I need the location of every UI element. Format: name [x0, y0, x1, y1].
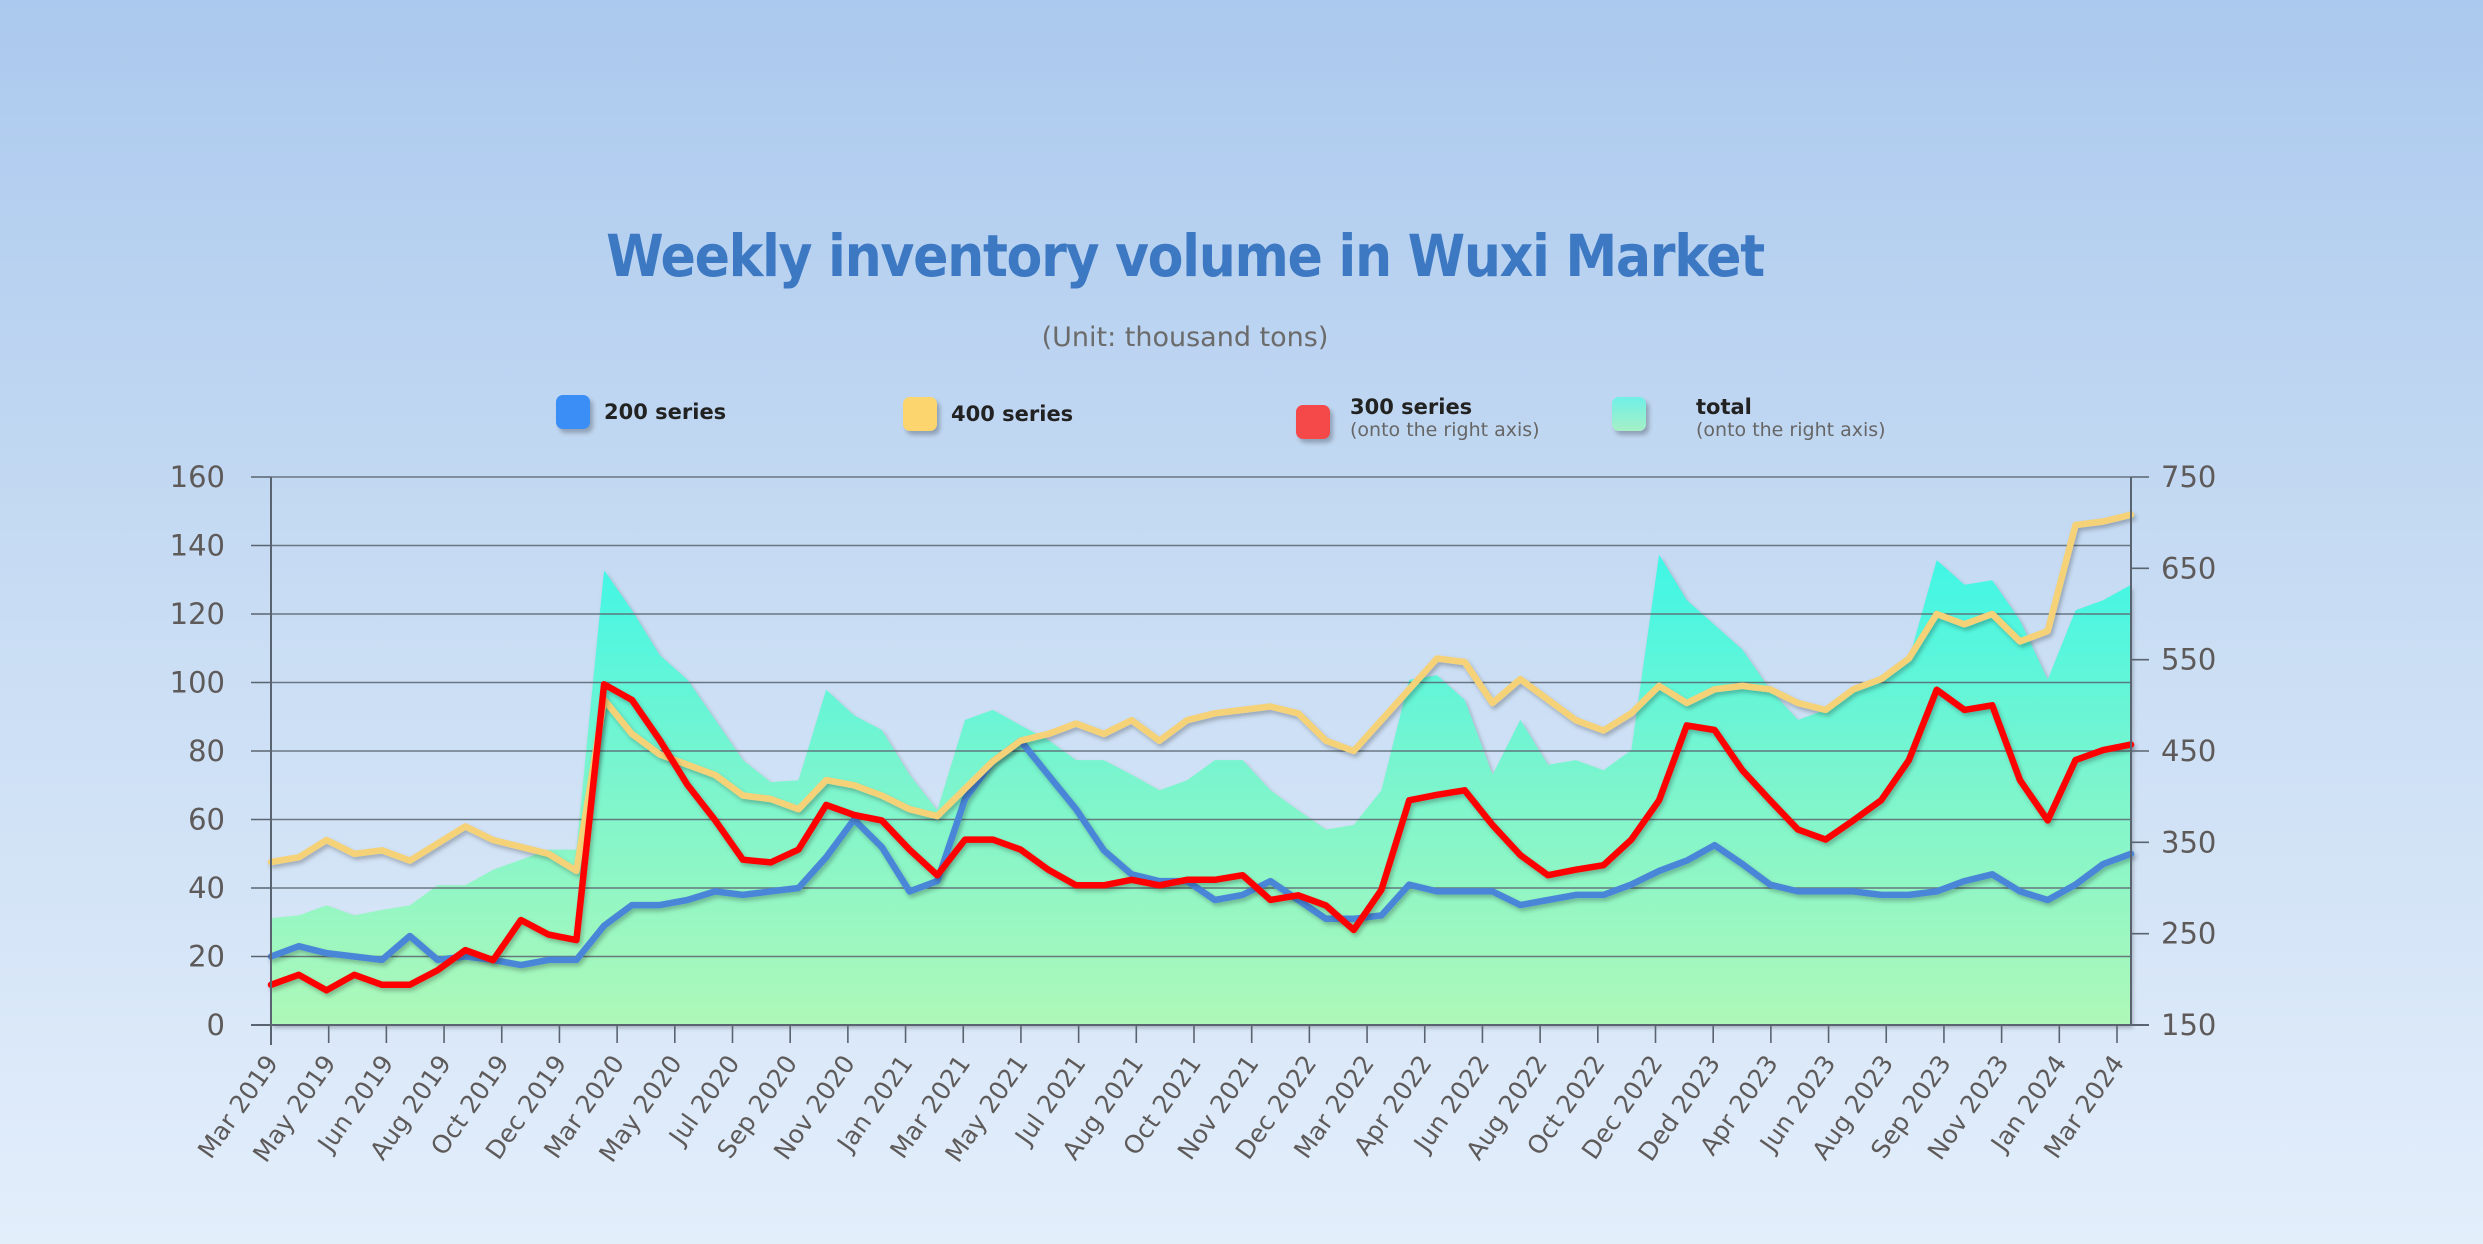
left-axis-tick-label: 60 — [188, 803, 225, 837]
left-axis-tick-label: 0 — [207, 1008, 225, 1042]
legend-swatch-200-series — [556, 395, 590, 429]
legend-item-200-series[interactable]: 200 series — [556, 395, 726, 429]
legend-item-300-series[interactable]: 300 series (onto the right axis) — [1296, 395, 1540, 441]
right-axis-tick-label: 650 — [2161, 551, 2216, 585]
left-axis-tick-label: 120 — [170, 597, 225, 631]
left-axis-tick-label: 80 — [188, 734, 225, 768]
line-400-series — [267, 511, 2135, 875]
right-axis-tick-label: 450 — [2161, 734, 2216, 768]
chart-subtitle: (Unit: thousand tons) — [1041, 322, 1329, 353]
legend-swatch-400-series — [903, 397, 937, 431]
left-axis-tick-label: 160 — [170, 460, 225, 494]
legend-label: total — [1696, 395, 1752, 419]
right-axis-tick-label: 150 — [2161, 1008, 2216, 1042]
right-axis-tick-label: 350 — [2161, 825, 2216, 859]
left-axis-tick-label: 40 — [188, 871, 225, 905]
legend-note: (onto the right axis) — [1696, 419, 1886, 441]
legend-label: 400 series — [951, 402, 1074, 426]
legend-item-total[interactable]: total (onto the right axis) — [1612, 395, 1886, 441]
legend-label: 300 series — [1350, 395, 1473, 419]
legend-label: 200 series — [604, 400, 727, 424]
area-total — [271, 554, 2131, 1025]
left-axis-tick-label: 100 — [170, 666, 225, 700]
legend-swatch-total — [1612, 397, 1646, 431]
left-axis-tick-label: 140 — [170, 529, 225, 563]
line-300-series — [267, 681, 2135, 994]
legend-note: (onto the right axis) — [1350, 419, 1540, 441]
legend-item-400-series[interactable]: 400 series — [903, 397, 1073, 431]
line-200-series — [267, 737, 2135, 969]
left-axis-tick-label: 20 — [188, 940, 225, 974]
chart-title: Weekly inventory volume in Wuxi Market — [606, 222, 1765, 290]
right-axis-tick-label: 250 — [2161, 917, 2216, 951]
right-axis-tick-label: 550 — [2161, 643, 2216, 677]
legend-swatch-300-series — [1296, 405, 1330, 439]
right-axis-tick-label: 750 — [2161, 460, 2216, 494]
